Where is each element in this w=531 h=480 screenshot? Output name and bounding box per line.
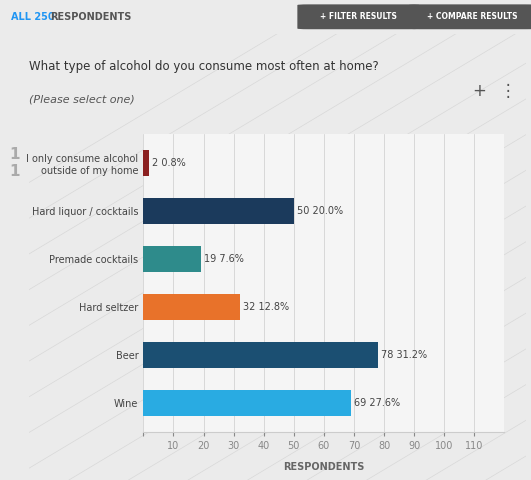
Text: 69 27.6%: 69 27.6% [354, 398, 400, 408]
Text: 32 12.8%: 32 12.8% [243, 302, 289, 312]
Text: What type of alcohol do you consume most often at home?: What type of alcohol do you consume most… [29, 60, 379, 73]
Bar [143, 294, 239, 321]
Text: ALL 250: ALL 250 [11, 12, 54, 22]
Text: RESPONDENTS: RESPONDENTS [50, 12, 132, 22]
Text: +: + [473, 82, 486, 100]
Text: 19 7.6%: 19 7.6% [203, 254, 243, 264]
Text: ⋮: ⋮ [499, 82, 516, 100]
Bar [143, 246, 201, 272]
Bar [143, 342, 378, 369]
Text: 2 0.8%: 2 0.8% [152, 158, 186, 168]
Text: + COMPARE RESULTS: + COMPARE RESULTS [427, 12, 518, 21]
Text: + FILTER RESULTS: + FILTER RESULTS [320, 12, 397, 21]
FancyBboxPatch shape [297, 4, 419, 29]
Text: 1: 1 [10, 146, 20, 162]
FancyBboxPatch shape [409, 4, 531, 29]
Text: 78 31.2%: 78 31.2% [381, 350, 427, 360]
Bar [143, 198, 294, 224]
Bar [143, 150, 149, 177]
Text: 50 20.0%: 50 20.0% [297, 206, 343, 216]
X-axis label: RESPONDENTS: RESPONDENTS [283, 462, 365, 472]
Bar [143, 390, 351, 417]
Text: 1: 1 [10, 165, 20, 180]
Text: (Please select one): (Please select one) [29, 95, 135, 105]
